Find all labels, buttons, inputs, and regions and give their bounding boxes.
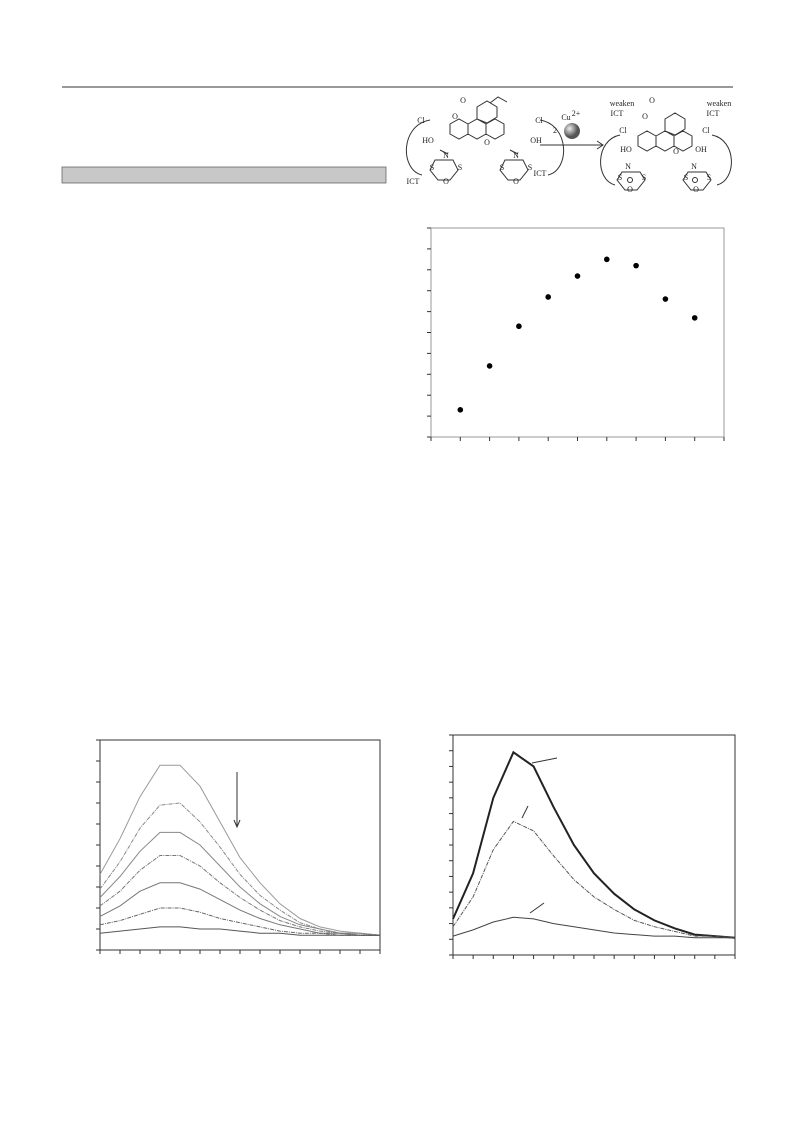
plot-frame xyxy=(99,739,381,951)
scheme-label: O xyxy=(642,112,648,121)
scheme-label: HO xyxy=(422,136,434,145)
scheme-label: S xyxy=(707,173,711,182)
scheme-label: Cu xyxy=(561,113,570,122)
scheme-label: S xyxy=(618,173,622,182)
scheme-label: weaken xyxy=(610,99,634,108)
scheme-label: OH xyxy=(695,145,707,154)
scheme-label: S xyxy=(430,163,434,172)
data-point xyxy=(486,363,493,369)
scheme-label: 2 xyxy=(553,126,557,135)
scheme-label: Cl xyxy=(535,116,543,125)
scheme-label: O xyxy=(673,147,679,156)
scheme-label: ICT xyxy=(407,177,420,186)
data-point xyxy=(633,262,639,269)
spectrum-line xyxy=(99,926,380,936)
data-point xyxy=(662,296,669,302)
scheme-label: O xyxy=(452,112,458,121)
data-point xyxy=(516,323,522,330)
data-point xyxy=(574,273,581,279)
scheme-label: S xyxy=(458,163,462,172)
scheme-label: S xyxy=(528,163,532,172)
scheme-label: O xyxy=(649,96,655,105)
spectrum-line xyxy=(452,820,736,939)
scheme-label: ICT xyxy=(611,109,624,118)
spectrum-line xyxy=(99,855,380,936)
scheme-label: weaken xyxy=(707,99,731,108)
scheme-label: N xyxy=(625,162,631,171)
scheme-label: S xyxy=(500,163,504,172)
spectrum-line xyxy=(99,907,380,936)
copper-ion-sphere xyxy=(564,123,580,139)
scheme-label: OH xyxy=(530,136,542,145)
data-point xyxy=(545,294,551,300)
figure-arrows xyxy=(233,757,558,914)
spectrum-line xyxy=(99,831,381,936)
scheme-label: O xyxy=(460,96,466,105)
scheme-label: 2+ xyxy=(572,109,581,118)
scheme-label: O xyxy=(484,138,490,147)
scheme-label: N xyxy=(513,151,519,160)
spectrum-line xyxy=(452,750,736,939)
plot-frame xyxy=(430,227,725,438)
data-point xyxy=(604,256,610,263)
scheme-structures xyxy=(406,96,732,191)
spectrum-line xyxy=(99,764,381,936)
spectrum-line xyxy=(99,882,380,936)
table-header-band xyxy=(61,166,387,184)
scheme-label: HO xyxy=(620,145,632,154)
scheme-label: ICT xyxy=(534,169,547,178)
scheme-label: O xyxy=(443,177,449,186)
scheme-label: O xyxy=(627,185,633,194)
scheme-label: O xyxy=(513,177,519,186)
data-point xyxy=(457,407,464,413)
scheme-label: Cl xyxy=(702,126,710,135)
scheme-label: S xyxy=(684,173,688,182)
scheme-label: N xyxy=(443,151,449,160)
scheme-label: S xyxy=(642,173,646,182)
scheme-label: Cl xyxy=(619,126,627,135)
scheme-label: ICT xyxy=(707,109,720,118)
data-point xyxy=(691,315,698,321)
scheme-label: Cl xyxy=(417,116,425,125)
scheme-label: O xyxy=(693,185,699,194)
spectrum-line xyxy=(452,916,735,939)
scheme-label: N xyxy=(691,162,697,171)
